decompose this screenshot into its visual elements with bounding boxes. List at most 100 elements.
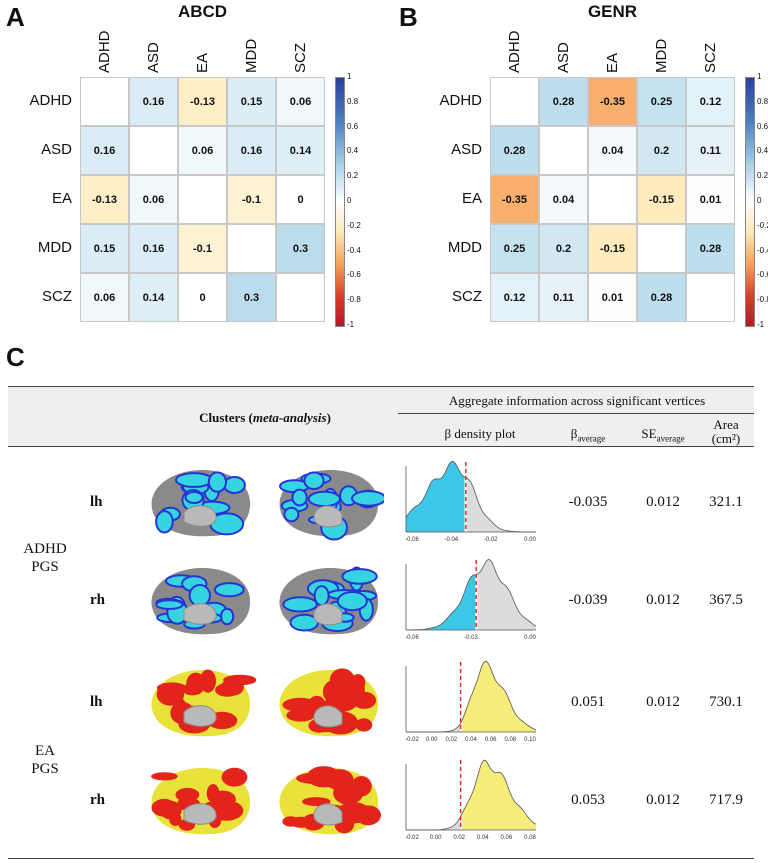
matrix-cell: -0.35 <box>588 77 637 126</box>
brain-lateral-view <box>144 664 257 747</box>
matrix-cell: 0.12 <box>686 77 735 126</box>
colorbar-tick: 0.2 <box>347 171 359 181</box>
colorbar-tick: -1 <box>757 320 765 329</box>
colorbar-tick: -0.8 <box>757 295 768 305</box>
matrix-cell: 0.16 <box>227 126 276 175</box>
matrix-cell: -0.13 <box>80 175 129 224</box>
density-tick-label: 0.06 <box>501 835 513 841</box>
panel-label-b: B <box>399 2 418 32</box>
beta-average-header: βaverage <box>570 426 606 444</box>
matrix-cell: 0.16 <box>129 224 178 273</box>
column-label: EA <box>193 52 211 73</box>
area-value: 730.1 <box>709 694 743 710</box>
density-tick-label: 0.10 <box>524 737 536 743</box>
matrix-cell: 0 <box>276 175 325 224</box>
density-tick-label: 0.02 <box>453 835 465 841</box>
colorbar-tick: -0.2 <box>757 220 768 230</box>
colorbar <box>745 77 755 327</box>
matrix-cell: 0.28 <box>686 224 735 273</box>
matrix-cell: 0.06 <box>178 126 227 175</box>
density-tick-label: -0.02 <box>405 737 419 743</box>
panel-label-a: A <box>6 2 25 32</box>
beta-value: -0.039 <box>568 592 608 608</box>
matrix-cell: -0.35 <box>490 175 539 224</box>
beta-value: 0.051 <box>571 694 605 710</box>
density-tick-label: 0.08 <box>524 835 536 841</box>
matrix-title: GENR <box>587 2 638 21</box>
hemisphere-label: rh <box>90 592 105 608</box>
matrix-title: ABCD <box>177 2 228 21</box>
column-label: ADHD <box>95 30 113 73</box>
column-label: ADHD <box>505 30 523 73</box>
matrix-cell <box>80 77 129 126</box>
density-tick-label: -0.03 <box>464 635 478 641</box>
hemisphere-label: lh <box>90 494 103 510</box>
area-header: Area (cm²) <box>711 417 741 446</box>
matrix-cell: 0.11 <box>539 273 588 322</box>
area-value: 367.5 <box>709 592 743 608</box>
table-bottom-rule <box>8 858 754 859</box>
group-label-adhd: ADHD PGS <box>23 541 67 575</box>
beta-density-plot: -0.06 -0.04 -0.02 0.00 <box>400 458 540 549</box>
se-value: 0.012 <box>646 592 680 608</box>
density-tick-label: 0.06 <box>485 737 497 743</box>
area-value: 717.9 <box>709 792 743 808</box>
matrix-cell: 0.04 <box>588 126 637 175</box>
colorbar-tick: -0.6 <box>347 270 361 280</box>
colorbar-tick: 0.6 <box>757 121 768 131</box>
density-tick-label: -0.02 <box>405 835 419 841</box>
density-tick-label: 0.04 <box>477 835 489 841</box>
matrix-cell: 0.06 <box>80 273 129 322</box>
matrix-cell <box>637 224 686 273</box>
matrix-cell: 0.12 <box>490 273 539 322</box>
matrix-cell: 0.01 <box>686 175 735 224</box>
matrix-cell: 0.28 <box>490 126 539 175</box>
table-header-rule <box>8 446 754 447</box>
brain-lateral-view <box>144 762 256 845</box>
matrix-cell: 0 <box>178 273 227 322</box>
row-label: ADHD <box>439 91 482 109</box>
colorbar-tick: -0.4 <box>347 245 361 255</box>
matrix-cell: 0.28 <box>637 273 686 322</box>
aggregate-header: Aggregate information across significant… <box>448 393 706 408</box>
group-label-ea: EA PGS <box>31 743 59 777</box>
density-tick-label: 0.02 <box>445 737 457 743</box>
matrix-cell: 0.06 <box>276 77 325 126</box>
colorbar-tick: -0.4 <box>757 245 768 255</box>
matrix-cell <box>129 126 178 175</box>
matrix-cell: 0.01 <box>588 273 637 322</box>
row-label: MDD <box>37 238 72 256</box>
matrix-cell <box>276 273 325 322</box>
colorbar-tick: 1 <box>347 72 352 81</box>
row-label: SCZ <box>42 287 72 305</box>
panel-label-c: C <box>6 342 25 372</box>
matrix-cell: 0.16 <box>129 77 178 126</box>
se-value: 0.012 <box>646 494 680 510</box>
matrix-cell <box>539 126 588 175</box>
beta-value: 0.053 <box>571 792 605 808</box>
matrix-cell: 0.3 <box>276 224 325 273</box>
matrix-cell <box>227 224 276 273</box>
density-tick-label: -0.06 <box>405 537 419 543</box>
matrix-cell <box>178 175 227 224</box>
density-tick-label: -0.02 <box>484 537 498 543</box>
colorbar-tick: 0.8 <box>757 96 768 106</box>
clusters-header: Clusters (meta-analysis) <box>199 410 331 425</box>
column-label: EA <box>603 52 621 73</box>
hemisphere-label: lh <box>90 694 103 710</box>
colorbar-tick: 0.6 <box>347 121 359 131</box>
brain-medial-view <box>272 762 384 845</box>
se-average-header: SEaverage <box>641 426 685 444</box>
row-label: ADHD <box>29 91 72 109</box>
matrix-cell: 0.04 <box>539 175 588 224</box>
brain-lateral-view <box>144 464 256 547</box>
colorbar-tick: 0 <box>757 196 762 205</box>
row-label: MDD <box>447 238 482 256</box>
row-label: ASD <box>41 140 72 158</box>
colorbar-tick: 0.4 <box>757 146 768 156</box>
se-value: 0.012 <box>646 792 680 808</box>
row-label: EA <box>461 189 482 207</box>
matrix-cell: -0.15 <box>637 175 686 224</box>
density-tick-label: 0.00 <box>524 635 536 641</box>
density-plot-header: β density plot <box>444 426 516 441</box>
